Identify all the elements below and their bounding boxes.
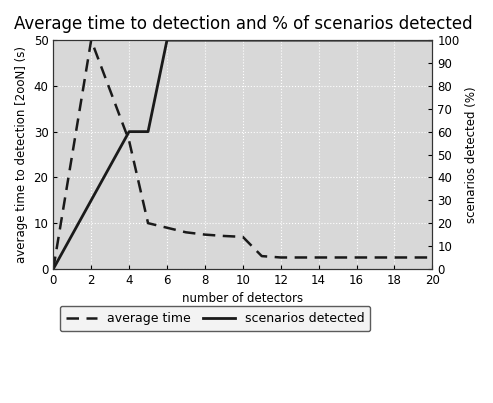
- scenarios detected: [50, 266, 56, 271]
- average time: [88, 38, 94, 43]
- average time: [429, 255, 435, 260]
- X-axis label: number of detectors: number of detectors: [182, 292, 303, 305]
- average time: [278, 255, 283, 260]
- average time: [183, 230, 189, 235]
- average time: [126, 138, 132, 143]
- Line: scenarios detected: scenarios detected: [53, 40, 432, 269]
- scenarios detected: [429, 38, 435, 43]
- average time: [240, 235, 246, 239]
- scenarios detected: [145, 129, 151, 134]
- Title: Average time to detection and % of scenarios detected: Average time to detection and % of scena…: [13, 15, 472, 33]
- average time: [316, 255, 321, 260]
- Legend: average time, scenarios detected: average time, scenarios detected: [60, 306, 370, 331]
- Y-axis label: average time to detection [2ooN] (s): average time to detection [2ooN] (s): [15, 46, 28, 263]
- average time: [202, 232, 208, 237]
- average time: [145, 221, 151, 226]
- average time: [353, 255, 359, 260]
- scenarios detected: [126, 129, 132, 134]
- scenarios detected: [164, 38, 170, 43]
- Line: average time: average time: [53, 40, 432, 269]
- average time: [164, 225, 170, 230]
- average time: [221, 234, 227, 239]
- average time: [391, 255, 397, 260]
- average time: [50, 266, 56, 271]
- Y-axis label: scenarios detected (%): scenarios detected (%): [465, 86, 478, 223]
- average time: [259, 253, 265, 258]
